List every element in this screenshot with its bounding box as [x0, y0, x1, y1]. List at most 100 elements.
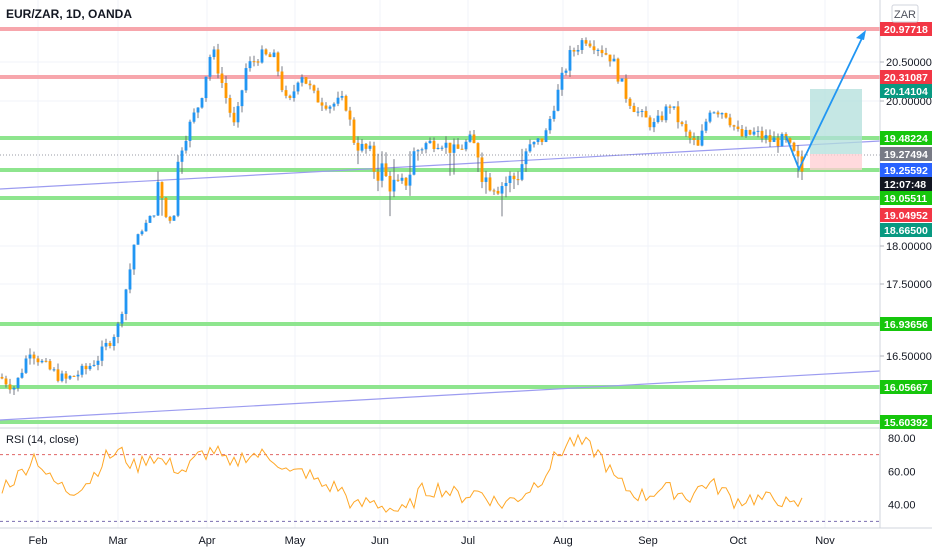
- candle-body-150: [600, 49, 604, 54]
- price-badge-2: 19.04952: [884, 210, 928, 222]
- time-tick-6: Aug: [553, 535, 573, 547]
- candle-body-155: [620, 78, 624, 82]
- candle-body-158: [632, 105, 636, 112]
- candle-body-58: [232, 112, 236, 123]
- candle-body-107: [428, 140, 432, 144]
- level-badge-3: 19.25592: [884, 165, 928, 177]
- candle-body-188: [752, 131, 756, 135]
- candle-body-93: [372, 145, 376, 172]
- candle-body-78: [312, 85, 316, 91]
- price-tick-1: 20.00000: [886, 96, 932, 108]
- candle-body-161: [644, 110, 648, 118]
- candle-body-48: [192, 112, 196, 122]
- currency-badge: ZAR: [894, 9, 916, 21]
- candle-body-1: [4, 378, 8, 385]
- candle-body-164: [656, 115, 660, 122]
- candle-body-125: [500, 186, 504, 194]
- candle-body-73: [292, 91, 296, 98]
- candle-body-16: [64, 373, 68, 379]
- time-tick-4: Jun: [371, 535, 389, 547]
- candle-body-147: [588, 43, 592, 47]
- candle-body-83: [332, 103, 336, 107]
- candle-body-21: [84, 365, 88, 370]
- level-badge-5: 16.93656: [884, 319, 928, 331]
- candle-body-34: [136, 234, 140, 245]
- candle-body-79: [316, 90, 320, 103]
- candle-body-103: [412, 151, 416, 175]
- candle-body-84: [336, 97, 340, 104]
- currency-badge-box[interactable]: [891, 4, 919, 23]
- candle-body-3: [12, 387, 16, 390]
- candle-body-182: [728, 117, 732, 126]
- trendline-upper[interactable]: [0, 140, 881, 190]
- long-position-stop-zone[interactable]: [810, 154, 862, 170]
- candle-body-39: [156, 182, 160, 216]
- candle-body-52: [208, 56, 212, 77]
- candle-body-199: [796, 150, 800, 157]
- price-badge-0-box: [880, 84, 932, 98]
- candle-body-177: [708, 112, 712, 122]
- candle-body-41: [164, 197, 168, 217]
- candle-body-162: [648, 117, 652, 128]
- candle-body-88: [352, 119, 356, 143]
- time-tick-9: Nov: [815, 535, 835, 547]
- candle-body-113: [452, 144, 456, 153]
- candle-body-10: [40, 360, 44, 363]
- price-badge-1-box: [880, 147, 932, 161]
- candle-body-127: [508, 175, 512, 183]
- candle-body-45: [180, 150, 184, 162]
- candle-body-169: [676, 106, 680, 123]
- candle-body-94: [376, 171, 380, 181]
- candle-body-123: [492, 190, 496, 192]
- price-axis[interactable]: 20.50000 20.00000 18.00000 17.50000 16.50000: [880, 57, 932, 363]
- candle-body-6: [24, 358, 28, 373]
- candle-body-168: [672, 106, 676, 108]
- candle-body-30: [120, 313, 124, 324]
- rsi-axis[interactable]: 80.00 60.00 40.00: [888, 433, 916, 512]
- candle-body-187: [748, 130, 752, 135]
- projection-arrowhead: [856, 30, 866, 40]
- candle-body-4: [16, 377, 20, 388]
- candle-body-90: [360, 143, 364, 151]
- candle-body-37: [148, 215, 152, 223]
- candle-body-91: [364, 143, 368, 149]
- candle-body-165: [660, 115, 664, 121]
- candle-body-192: [768, 135, 772, 142]
- candle-body-141: [564, 70, 568, 73]
- candle-body-181: [724, 113, 728, 118]
- candle-body-173: [692, 137, 696, 140]
- candle-body-80: [320, 102, 324, 106]
- candle-body-54: [216, 49, 220, 74]
- long-position-profit-zone[interactable]: [810, 89, 862, 154]
- trendline-lower[interactable]: [0, 370, 881, 421]
- candle-body-191: [764, 135, 768, 139]
- candle-body-14: [56, 369, 60, 381]
- candle-body-153: [612, 58, 616, 62]
- candle-body-176: [704, 121, 708, 131]
- level-badge-2: 19.48224: [884, 133, 928, 145]
- rsi-line: [1, 433, 803, 513]
- candle-body-87: [348, 110, 352, 120]
- projection-path[interactable]: [785, 33, 865, 172]
- level-badge-7: 15.60392: [884, 417, 928, 429]
- candle-body-15: [60, 373, 64, 381]
- candle-body-89: [356, 142, 360, 151]
- time-axis[interactable]: Feb Mar Apr May Jun Jul Aug Sep Oct Nov: [29, 535, 836, 547]
- candle-body-106: [424, 143, 428, 150]
- candle-body-104: [416, 150, 420, 152]
- candle-body-166: [664, 106, 668, 121]
- candle-body-110: [440, 147, 444, 149]
- candle-body-46: [184, 140, 188, 151]
- chart-title: EUR/ZAR, 1D, OANDA: [6, 7, 132, 21]
- candle-body-109: [436, 147, 440, 149]
- candle-body-25: [100, 346, 104, 361]
- candle-body-126: [504, 182, 508, 187]
- level-badge-1: 20.31087: [884, 72, 928, 84]
- candle-body-183: [732, 125, 736, 127]
- candle-body-138: [552, 110, 556, 119]
- level-lines: [0, 27, 880, 424]
- candle-body-122: [488, 177, 492, 191]
